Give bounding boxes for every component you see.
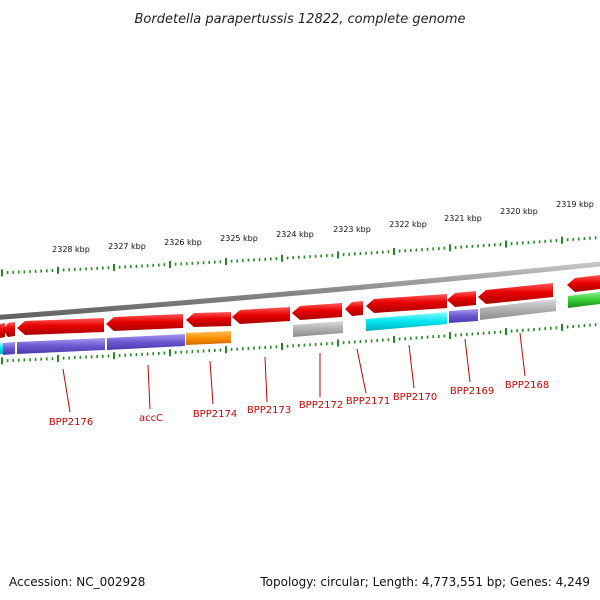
feature-track bbox=[0, 292, 600, 355]
cds-arrow[interactable] bbox=[186, 312, 231, 327]
scale-label-2327: 2327 kbp bbox=[108, 242, 146, 251]
gene-label-bpp2170[interactable]: BPP2170 bbox=[393, 392, 437, 403]
scale-label-2319: 2319 kbp bbox=[556, 200, 594, 209]
leader-line bbox=[356, 348, 367, 394]
accession-text: Accession: NC_002928 bbox=[9, 575, 145, 589]
gene-label-bpp2168[interactable]: BPP2168 bbox=[505, 380, 549, 391]
leader-line bbox=[147, 364, 151, 410]
scale-label-2324: 2324 kbp bbox=[276, 230, 314, 239]
gene-label-bpp2171[interactable]: BPP2171 bbox=[346, 396, 390, 407]
feature-bar-purple[interactable] bbox=[449, 309, 478, 323]
feature-bar-orange[interactable] bbox=[186, 331, 231, 345]
scale-labels: 2328 kbp 2327 kbp 2326 kbp 2325 kbp 2324… bbox=[52, 200, 594, 254]
genome-backbone bbox=[0, 261, 600, 320]
gene-labels: BPP2176 accC BPP2174 BPP2173 BPP2172 BPP… bbox=[49, 380, 549, 428]
leader-line bbox=[209, 360, 214, 405]
genome-summary-text: Topology: circular; Length: 4,773,551 bp… bbox=[259, 575, 590, 589]
leader-line bbox=[62, 368, 71, 413]
feature-bar-purple[interactable] bbox=[107, 334, 185, 350]
outer-tick-marks bbox=[1, 236, 597, 277]
gene-label-accc[interactable]: accC bbox=[139, 413, 163, 424]
scale-label-2322: 2322 kbp bbox=[389, 220, 427, 229]
cds-arrow[interactable] bbox=[567, 275, 600, 292]
cds-arrow[interactable] bbox=[3, 322, 15, 337]
scale-label-2320: 2320 kbp bbox=[500, 207, 538, 216]
leader-line bbox=[464, 338, 471, 383]
gene-label-bpp2172[interactable]: BPP2172 bbox=[299, 400, 343, 411]
cds-arrow[interactable] bbox=[232, 307, 290, 324]
leader-line bbox=[408, 344, 415, 389]
scale-label-2323: 2323 kbp bbox=[333, 225, 371, 234]
cds-arrow[interactable] bbox=[0, 323, 5, 338]
leader-line bbox=[519, 332, 526, 377]
scale-label-2326: 2326 kbp bbox=[164, 238, 202, 247]
cds-arrow[interactable] bbox=[478, 283, 553, 304]
feature-bar-gray[interactable] bbox=[480, 299, 556, 320]
gene-label-bpp2169[interactable]: BPP2169 bbox=[450, 386, 494, 397]
gene-label-bpp2174[interactable]: BPP2174 bbox=[193, 409, 237, 420]
cds-arrow[interactable] bbox=[17, 318, 104, 335]
scale-label-2325: 2325 kbp bbox=[220, 234, 258, 243]
leader-line bbox=[264, 356, 268, 403]
feature-bar-cyan[interactable] bbox=[366, 312, 447, 331]
inner-tick-marks bbox=[1, 323, 597, 365]
gene-label-bpp2176[interactable]: BPP2176 bbox=[49, 417, 93, 428]
feature-bar-purple[interactable] bbox=[3, 342, 15, 355]
cds-arrow[interactable] bbox=[447, 291, 476, 307]
scale-label-2321: 2321 kbp bbox=[444, 214, 482, 223]
feature-bar-green[interactable] bbox=[568, 292, 600, 308]
gene-label-bpp2173[interactable]: BPP2173 bbox=[247, 405, 291, 416]
scale-label-2328: 2328 kbp bbox=[52, 245, 90, 254]
cds-track bbox=[0, 275, 600, 338]
cds-arrow[interactable] bbox=[292, 303, 342, 320]
cds-arrow[interactable] bbox=[366, 294, 447, 313]
feature-bar-purple[interactable] bbox=[17, 338, 105, 354]
cds-arrow[interactable] bbox=[345, 301, 363, 316]
gene-label-leaders bbox=[62, 332, 526, 413]
feature-bar-gray[interactable] bbox=[293, 321, 343, 337]
cds-arrow[interactable] bbox=[106, 314, 183, 331]
map-title: Bordetella parapertussis 12822, complete… bbox=[135, 12, 466, 27]
feature-bar-cyan[interactable] bbox=[0, 343, 3, 354]
